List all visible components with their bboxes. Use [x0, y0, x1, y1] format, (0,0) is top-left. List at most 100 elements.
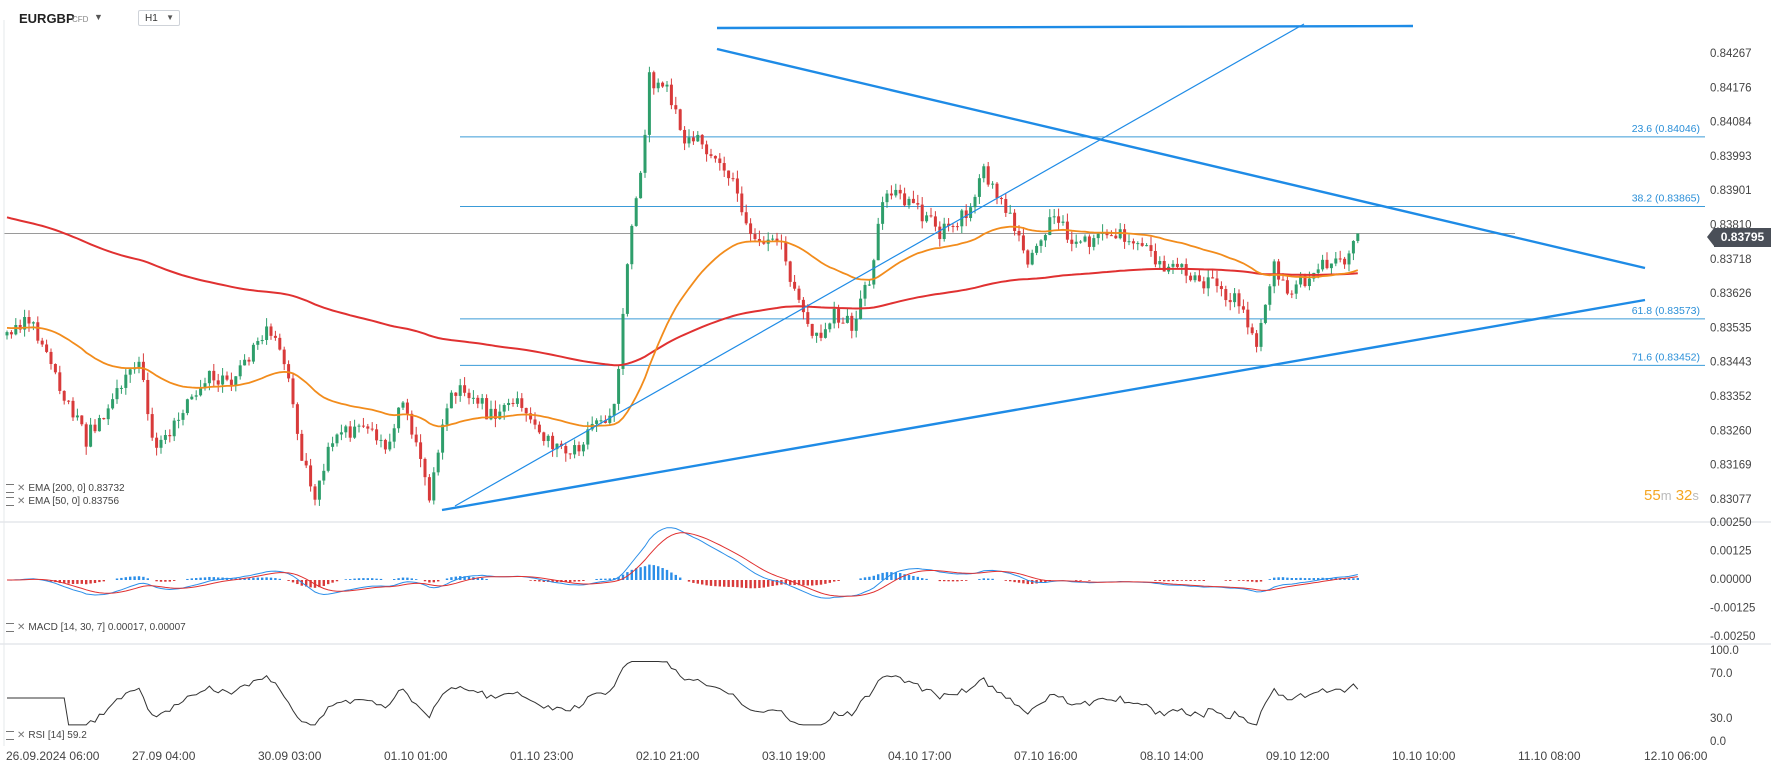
macd-histogram-bar: [604, 578, 607, 580]
macd-histogram-bar: [305, 580, 308, 587]
candle-body: [172, 420, 176, 437]
candle-body: [1083, 236, 1087, 242]
macd-histogram-bar: [1246, 580, 1249, 582]
macd-histogram-bar: [173, 580, 176, 581]
candle-body: [1149, 245, 1153, 251]
macd-histogram-bar: [80, 580, 83, 584]
macd-histogram-bar: [907, 575, 911, 580]
macd-histogram-bar: [1259, 580, 1263, 582]
macd-histogram-bar: [872, 575, 875, 580]
macd-histogram-bar: [1308, 578, 1311, 580]
settings-icon[interactable]: [6, 730, 14, 740]
candle-body: [630, 225, 634, 265]
candle-body: [876, 223, 880, 261]
candle-body: [339, 432, 343, 435]
macd-histogram-bar: [894, 572, 897, 580]
candle-body: [295, 404, 299, 434]
macd-histogram-bar: [357, 578, 361, 580]
macd-histogram-bar: [1277, 577, 1280, 580]
macd-histogram-bar: [824, 580, 827, 584]
candle-body: [1246, 309, 1250, 328]
macd-histogram-bar: [485, 579, 488, 580]
macd-histogram-bar: [705, 580, 708, 586]
macd-histogram-bar: [657, 566, 660, 580]
candle-body: [498, 411, 502, 419]
candle-body: [1114, 235, 1118, 239]
chevron-down-icon[interactable]: ▼: [94, 12, 103, 22]
candle-body: [920, 204, 924, 222]
macd-histogram-bar: [542, 580, 545, 582]
candle-body: [705, 144, 709, 155]
close-icon[interactable]: ✕: [17, 730, 26, 741]
candle-body: [1105, 232, 1109, 236]
price-tick-label: 0.83993: [1710, 151, 1752, 163]
candle-body: [537, 424, 541, 433]
macd-histogram-bar: [806, 580, 809, 586]
macd-histogram-bar: [789, 580, 792, 585]
macd-histogram-bar: [164, 580, 167, 582]
candle-body: [529, 413, 533, 420]
candle-body: [463, 385, 467, 393]
candle-body: [1197, 275, 1201, 282]
candle-body: [744, 212, 748, 224]
candle-body: [1290, 293, 1294, 295]
candle-body: [1193, 275, 1197, 281]
timeframe-select[interactable]: H1 ▼: [138, 10, 180, 26]
settings-icon[interactable]: [6, 483, 14, 493]
macd-legend-text: MACD [14, 30, 7] 0.00017, 0.00007: [28, 622, 186, 633]
candle-body: [546, 435, 550, 442]
candle-body: [881, 202, 885, 224]
candle-body: [282, 349, 286, 365]
macd-tick-label: 0.00125: [1710, 546, 1752, 558]
macd-histogram-bar: [252, 577, 255, 580]
candle-body: [238, 365, 242, 377]
candle-body: [392, 428, 396, 442]
candle-body: [234, 376, 238, 385]
macd-histogram-bar: [533, 580, 537, 582]
candle-body: [106, 408, 110, 420]
candle-body: [1268, 286, 1272, 305]
macd-tick-label: 0.00000: [1710, 574, 1752, 586]
candle-body: [841, 322, 845, 324]
time-tick-label: 12.10 06:00: [1644, 749, 1708, 763]
candle-body: [986, 166, 990, 185]
macd-histogram-bar: [885, 572, 889, 580]
candle-body: [480, 398, 484, 404]
candle-body: [533, 419, 537, 425]
candle-body: [357, 425, 361, 427]
candle-body: [485, 398, 489, 420]
macd-histogram-bar: [397, 578, 400, 580]
candle-body: [603, 420, 607, 423]
candle-body: [1285, 280, 1289, 294]
candle-body: [344, 426, 348, 433]
candle-body: [1039, 240, 1043, 246]
candle-body: [507, 402, 511, 406]
macd-histogram-bar: [318, 580, 321, 588]
candle-body: [1131, 241, 1135, 244]
candle-body: [199, 387, 203, 396]
macd-histogram-bar: [401, 577, 405, 580]
macd-histogram-bar: [670, 572, 673, 580]
settings-icon[interactable]: [6, 496, 14, 506]
close-icon[interactable]: ✕: [17, 483, 26, 494]
macd-histogram-bar: [1176, 580, 1179, 581]
candle-body: [511, 402, 515, 404]
macd-histogram-bar: [428, 580, 431, 583]
candle-body: [14, 325, 18, 335]
candle-body: [1035, 245, 1039, 253]
candle-body: [982, 166, 986, 179]
candle-body: [313, 486, 317, 500]
symbol-name[interactable]: EURGBP: [19, 11, 75, 26]
settings-icon[interactable]: [6, 622, 14, 632]
candle-body: [1013, 212, 1017, 231]
close-icon[interactable]: ✕: [17, 496, 26, 507]
macd-histogram-bar: [925, 578, 928, 580]
macd-histogram-bar: [327, 580, 330, 585]
candle-body: [612, 403, 616, 416]
candle-body: [581, 444, 585, 452]
macd-histogram-bar: [71, 580, 75, 584]
close-icon[interactable]: ✕: [17, 622, 26, 633]
candle-body: [111, 399, 115, 409]
macd-histogram-bar: [758, 580, 761, 588]
